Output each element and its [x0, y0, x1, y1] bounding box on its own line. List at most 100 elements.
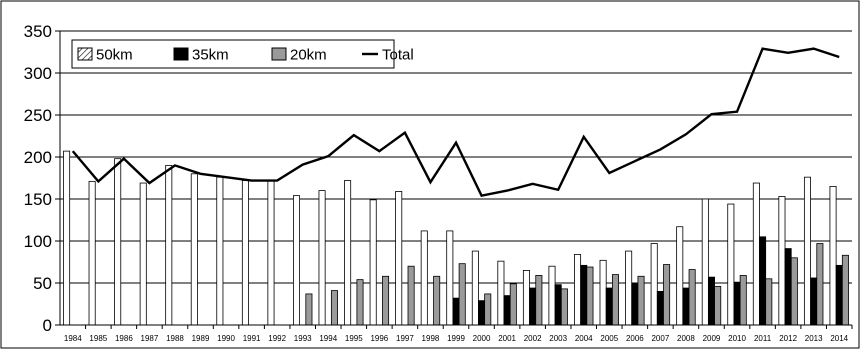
bar-35km-2006	[631, 282, 639, 326]
x-tick-label: 2002	[524, 334, 542, 343]
bar-50km-2002	[522, 269, 530, 326]
bar-20km-2008	[688, 269, 696, 326]
bar-20km-1997	[407, 265, 415, 326]
x-tick-label: 2008	[677, 334, 695, 343]
bar-50km-2005	[599, 259, 607, 326]
bar-50km-2003	[548, 265, 556, 326]
axes: 0 50 100 150 200 250 300 350 1984 1985 1986 1987 198…	[24, 22, 853, 343]
bar-35km-2000	[478, 300, 486, 326]
x-tick-label: 1988	[166, 334, 184, 343]
bar-20km-1998	[433, 275, 441, 326]
bar-50km-1997	[395, 191, 403, 326]
x-tick-label: 1992	[268, 334, 286, 343]
bar-20km-2009	[714, 285, 722, 326]
bar-50km-2011	[752, 182, 760, 326]
bar-35km-2002	[529, 287, 537, 326]
x-tick-label: 2014	[830, 334, 848, 343]
y-tick-label: 250	[24, 106, 52, 125]
bar-35km-1999	[452, 297, 460, 326]
legend: 50km 35km 20km Total	[71, 39, 414, 69]
bar-50km-2010	[727, 203, 735, 326]
x-tick-label: 1994	[319, 334, 337, 343]
x-tick-label: 2007	[651, 334, 669, 343]
legend-label-35km: 35km	[192, 47, 229, 64]
bar-20km-1999	[458, 263, 466, 326]
bar-50km-2006	[625, 250, 633, 326]
legend-label-50km: 50km	[96, 47, 133, 64]
bar-20km-2007	[663, 264, 671, 326]
bar-20km-2003	[560, 288, 568, 326]
x-tick-label: 1995	[345, 334, 363, 343]
x-tick-label: 2012	[779, 334, 797, 343]
x-tick-label: 1984	[64, 334, 82, 343]
y-tick-label: 300	[24, 64, 52, 83]
bar-35km-2003	[554, 284, 562, 326]
legend-label-total: Total	[382, 47, 414, 64]
y-tick-label: 350	[24, 22, 52, 41]
bar-50km-2009	[701, 198, 709, 326]
bar-50km-1992	[267, 180, 275, 326]
y-tick-label: 150	[24, 190, 52, 209]
x-tick-label: 1985	[89, 334, 107, 343]
bar-20km-2001	[509, 283, 517, 326]
bar-20km-1996	[382, 275, 390, 326]
x-tick-label: 1997	[396, 334, 414, 343]
x-tick-label: 2001	[498, 334, 516, 343]
bar-50km-1999	[446, 230, 454, 326]
bar-50km-1987	[139, 182, 147, 326]
bar-20km-1995	[356, 279, 364, 326]
bar-35km-2011	[759, 236, 767, 326]
bar-50km-1993	[293, 195, 301, 326]
bar-35km-2005	[605, 287, 613, 326]
bar-50km-1991	[241, 180, 249, 326]
x-tick-label: 1990	[217, 334, 235, 343]
bar-50km-2004	[574, 254, 582, 326]
x-tick-label: 1999	[447, 334, 465, 343]
bar-35km-2014	[835, 264, 843, 326]
legend-label-20km: 20km	[290, 47, 327, 64]
bar-20km-2006	[637, 275, 645, 326]
line-total	[71, 47, 840, 197]
bar-50km-1996	[369, 199, 377, 326]
bar-20km-2013	[816, 243, 824, 326]
bar-20km-2014	[841, 254, 849, 326]
bar-20km-2012	[790, 257, 798, 326]
x-tick-label: 2010	[728, 334, 746, 343]
x-tick-label: 1989	[192, 334, 210, 343]
y-tick-label: 200	[24, 148, 52, 167]
bar-50km-2013	[803, 176, 811, 326]
legend-box	[71, 39, 395, 69]
x-tick-label: 1996	[370, 334, 388, 343]
x-tick-label: 1998	[422, 334, 440, 343]
bar-35km-2012	[784, 248, 792, 326]
bar-20km-1994	[330, 290, 338, 326]
x-tick-label: 2013	[805, 334, 823, 343]
bar-50km-2000	[471, 250, 479, 326]
bar-50km-1994	[318, 190, 326, 326]
x-tick-label: 2009	[703, 334, 721, 343]
bar-20km-2011	[765, 278, 773, 326]
bar-20km-2002	[535, 275, 543, 326]
bar-50km-1986	[114, 158, 122, 326]
bar-50km-1989	[190, 173, 198, 326]
bar-50km-2007	[650, 243, 658, 326]
bar-35km-2007	[656, 290, 664, 326]
bar-50km-2001	[497, 260, 505, 326]
x-tick-label: 2011	[754, 334, 772, 343]
bar-20km-2010	[739, 275, 747, 326]
line-series-group	[71, 47, 840, 197]
bar-20km-2004	[586, 266, 594, 326]
bar-20km-2000	[484, 293, 492, 326]
x-tick-label: 2003	[549, 334, 567, 343]
x-tick-label: 2000	[473, 334, 491, 343]
bar-50km-1990	[216, 176, 224, 326]
x-tick-label: 1987	[141, 334, 159, 343]
legend-swatch-50km	[77, 47, 93, 61]
legend-swatch-20km	[271, 47, 287, 61]
bar-35km-2004	[580, 264, 588, 326]
bar-50km-1988	[165, 164, 173, 326]
x-tick-label: 2006	[626, 334, 644, 343]
bar-35km-2001	[503, 295, 511, 326]
bar-50km-1995	[344, 180, 352, 326]
